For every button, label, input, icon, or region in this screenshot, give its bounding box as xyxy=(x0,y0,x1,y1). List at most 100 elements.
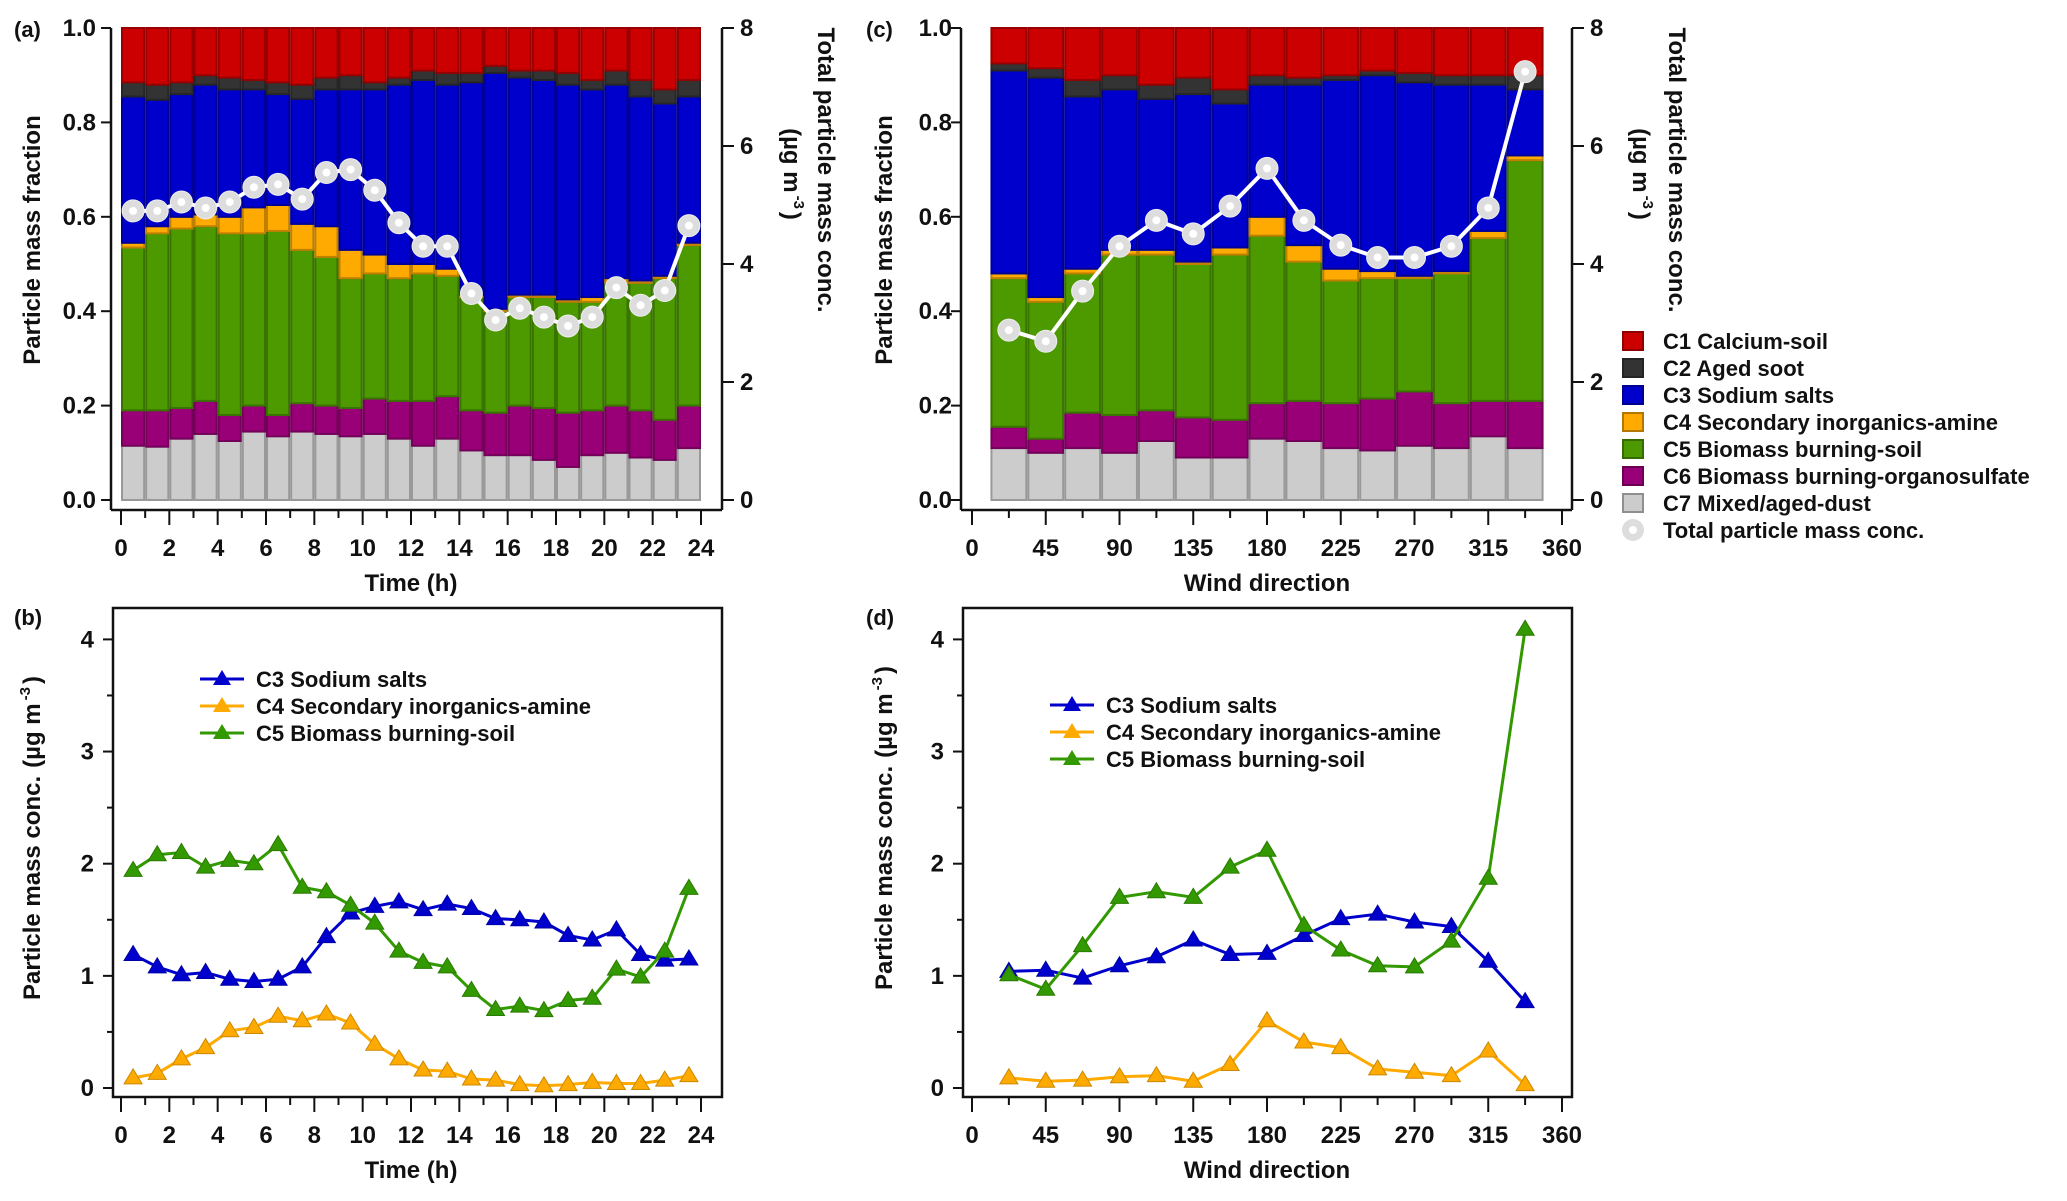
x-tick-label: 45 xyxy=(1032,1122,1059,1149)
y-tick-label: 0.2 xyxy=(919,393,952,420)
triangle-marker xyxy=(413,952,433,969)
unit-base: (µg m xyxy=(19,703,46,768)
bar-segment-c2 xyxy=(193,74,218,86)
x-tick-label: 180 xyxy=(1247,1122,1287,1149)
bar-segment-c4 xyxy=(145,225,170,235)
bar-segment-c7 xyxy=(1211,456,1249,501)
bar-segment-c6 xyxy=(411,399,436,447)
bar-segment-c6 xyxy=(362,397,387,435)
unit-close: ) xyxy=(19,676,46,684)
bar-segment-c7 xyxy=(169,437,194,502)
triangle-marker xyxy=(219,969,240,986)
total-mass-point-center xyxy=(1115,242,1124,251)
triangle-marker xyxy=(998,964,1019,982)
triangle-marker xyxy=(1367,1058,1388,1076)
bar-segment-c1 xyxy=(990,27,1028,65)
bar-segment-c7 xyxy=(386,437,412,502)
bar-segment-c2 xyxy=(290,83,315,100)
x-tick-label: 18 xyxy=(543,535,570,562)
bar-segment-c7 xyxy=(652,458,677,502)
y-axis-label: Particle mass conc. (µg m -3) xyxy=(869,666,898,990)
triangle-marker xyxy=(1478,868,1499,885)
bar-segment-c6 xyxy=(169,406,194,440)
triangle-marker xyxy=(389,1048,409,1066)
y2-tick-label: 2 xyxy=(740,369,753,396)
x-tick-label: 225 xyxy=(1321,535,1361,562)
total-mass-point-center xyxy=(1263,164,1271,173)
triangle-marker xyxy=(1441,1065,1462,1083)
bar-segment-c3 xyxy=(1027,76,1065,299)
triangle-marker xyxy=(1183,1071,1204,1088)
bar-segment-c5 xyxy=(266,229,291,417)
bar-segment-c1 xyxy=(145,27,170,86)
bar-segment-c1 xyxy=(241,27,266,81)
bar-segment-c6 xyxy=(628,409,653,459)
bar-segment-c7 xyxy=(435,437,460,502)
bar-segment-c2 xyxy=(411,69,436,81)
x-tick-label: 18 xyxy=(543,1122,570,1149)
x-tick-label: 45 xyxy=(1032,535,1059,562)
bar-segment-c1 xyxy=(1285,27,1323,79)
bar-segment-c7 xyxy=(193,432,218,502)
x-tick-label: 2 xyxy=(163,1122,176,1149)
unit-base: (µg m xyxy=(778,128,805,193)
x-tick-label: 12 xyxy=(398,535,425,562)
total-mass-point-center xyxy=(346,165,355,174)
triangle-marker xyxy=(558,990,578,1008)
x-tick-label: 270 xyxy=(1394,1122,1434,1149)
bar-segment-c4 xyxy=(217,215,242,235)
bar-segment-c4 xyxy=(362,253,387,275)
bar-segment-c6 xyxy=(290,402,315,433)
bar-segment-c1 xyxy=(121,27,146,84)
bar-segment-c2 xyxy=(628,78,653,98)
legend-triangle-icon xyxy=(213,670,231,685)
bar-segment-c4 xyxy=(435,267,460,277)
bar-segment-c7 xyxy=(121,444,146,501)
bar-segment-c7 xyxy=(676,447,701,501)
bar-segment-c7 xyxy=(1322,447,1360,501)
triangle-marker xyxy=(485,999,506,1016)
bar-segment-c5 xyxy=(1285,260,1323,402)
bar-segment-c7 xyxy=(1174,456,1212,501)
triangle-marker xyxy=(1293,925,1314,942)
x-tick-label: 10 xyxy=(349,1122,376,1149)
bar-segment-c4 xyxy=(1322,267,1360,282)
legend-label: C3 Sodium salts xyxy=(1106,693,1277,718)
triangle-marker xyxy=(171,964,192,982)
legend-label: C4 Secondary inorganics-amine xyxy=(1663,410,1998,435)
bar-segment-c3 xyxy=(386,83,412,265)
total-mass-point-center xyxy=(1078,287,1087,296)
panel-label: (b) xyxy=(14,605,42,630)
bar-segment-c6 xyxy=(1396,390,1433,447)
bar-segment-c5 xyxy=(990,277,1028,428)
triangle-marker xyxy=(268,834,288,852)
legend-label: C6 Biomass burning-organosulfate xyxy=(1663,464,2030,489)
triangle-marker xyxy=(582,929,603,947)
bar-segment-c7 xyxy=(1137,440,1175,501)
triangle-marker xyxy=(364,1034,385,1051)
bar-segment-c7 xyxy=(1101,451,1138,501)
y2-axis-label: Total particle mass conc. xyxy=(812,28,839,313)
y2-tick-label: 6 xyxy=(1590,133,1603,160)
triangle-marker xyxy=(147,1063,168,1080)
triangle-marker xyxy=(1257,1010,1277,1028)
triangle-marker xyxy=(998,1067,1019,1085)
y-axis-label-text: Particle mass fraction xyxy=(19,115,46,364)
triangle-marker xyxy=(606,919,627,937)
x-tick-label: 22 xyxy=(639,1122,666,1149)
bar-segment-c4 xyxy=(1469,229,1507,240)
legend-swatch xyxy=(1622,439,1644,459)
bar-segment-c3 xyxy=(580,88,605,299)
bar-segment-c3 xyxy=(1396,81,1433,277)
unit-close: ) xyxy=(778,212,805,220)
unit-exponent: -3 xyxy=(1639,196,1656,209)
x-tick-label: 24 xyxy=(688,535,715,562)
bar-segment-c4 xyxy=(266,204,291,232)
bar-segment-c2 xyxy=(1469,74,1507,86)
triangle-marker xyxy=(679,1065,699,1083)
total-mass-point-center xyxy=(539,313,548,322)
x-tick-label: 12 xyxy=(398,1122,425,1149)
bar-segment-c2 xyxy=(1064,78,1102,98)
